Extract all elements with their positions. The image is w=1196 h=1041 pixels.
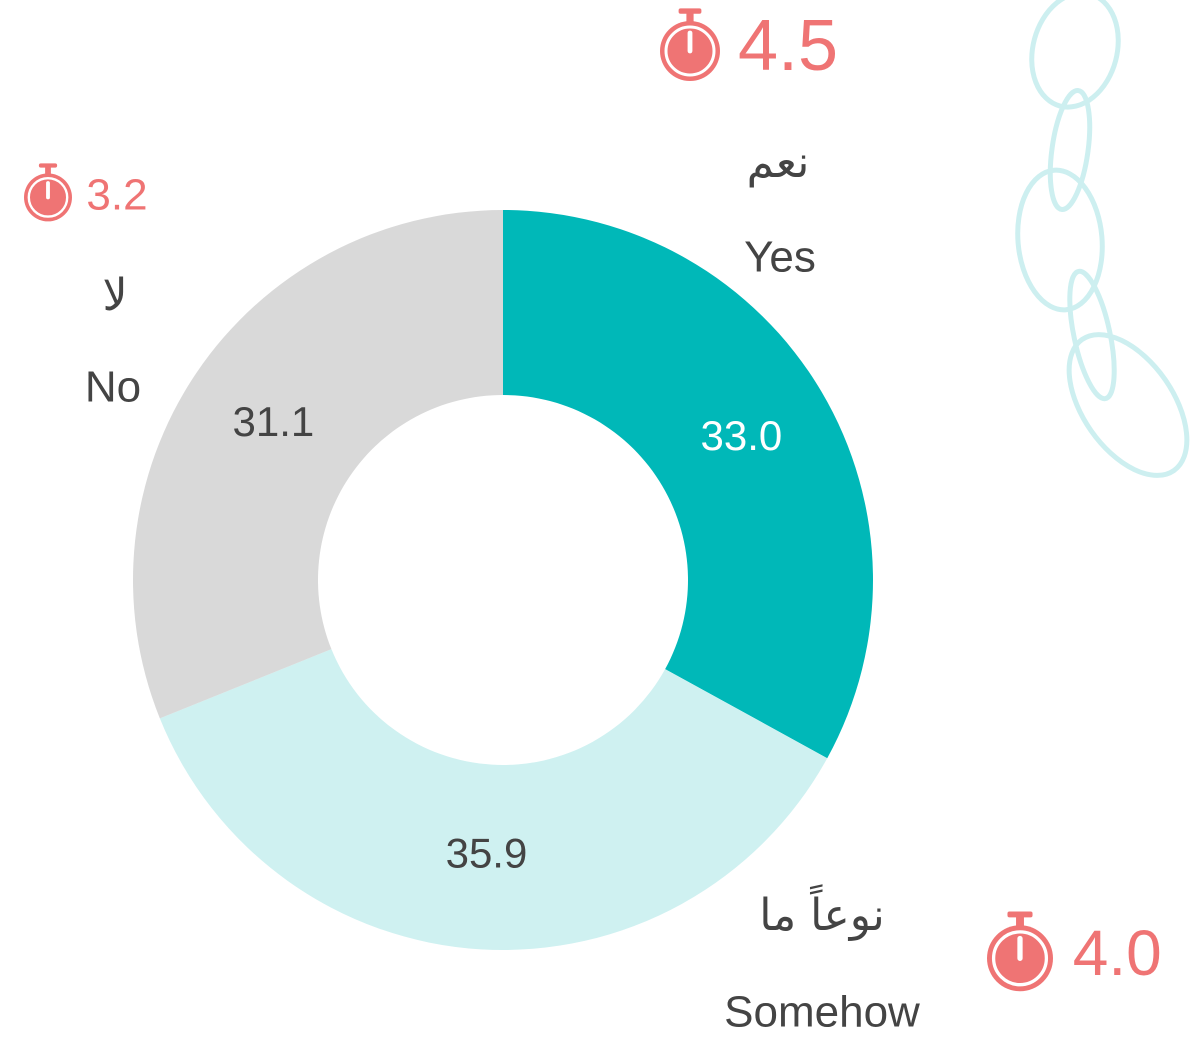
category-label-ar: نعم <box>747 137 810 188</box>
timer-cap <box>1007 911 1032 917</box>
category-label: Yes <box>744 233 816 282</box>
timer-icon <box>24 163 72 221</box>
value-label: 35.9 <box>446 830 528 877</box>
chain-link <box>1012 167 1108 314</box>
category-label-ar: لا <box>102 270 127 321</box>
chart: 33.0 نعم Yes 4.5 35.9 نوعاً ما Somehow 4.0 31.1 ل… <box>0 0 1196 1041</box>
timer-icon <box>987 911 1053 991</box>
chain-decoration <box>1012 0 1196 496</box>
chain-link <box>1019 0 1130 117</box>
score-label: 3.2 <box>86 171 147 220</box>
donut-slice <box>133 210 503 718</box>
timer-icon <box>660 8 720 81</box>
category-label-ar: نوعاً ما <box>759 883 885 941</box>
timer-stem <box>1016 916 1024 926</box>
timer-stem <box>45 167 51 174</box>
timer-cap <box>679 8 702 13</box>
score-label: 4.5 <box>738 6 838 86</box>
timer-stem <box>686 13 693 22</box>
category-label: Somehow <box>724 988 920 1037</box>
timer-cap <box>39 163 57 167</box>
chain-link <box>1045 314 1196 497</box>
category-label: No <box>85 363 141 412</box>
value-label: 31.1 <box>233 398 315 445</box>
value-label: 33.0 <box>701 412 783 459</box>
score-label: 4.0 <box>1073 917 1162 989</box>
donut-slice <box>503 210 873 758</box>
